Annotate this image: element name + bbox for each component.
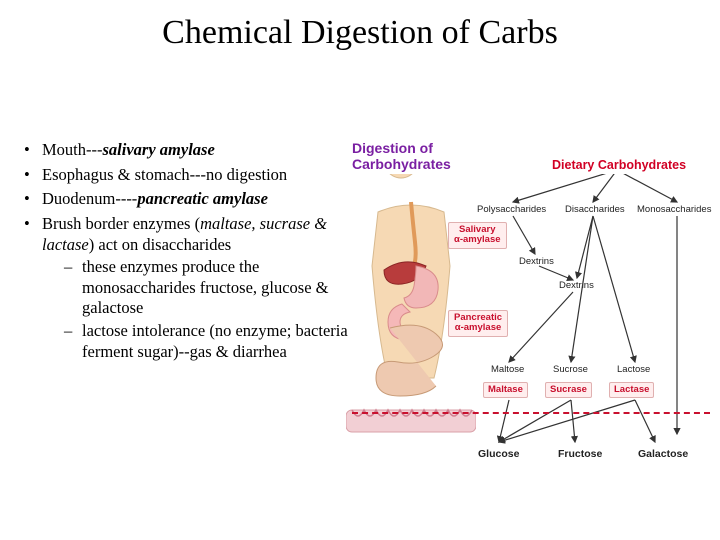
bullet-esophagus: Esophagus & stomach---no digestion [24, 165, 354, 186]
bullet-text: Mouth--- [42, 140, 103, 159]
bullet-text: Esophagus & stomach---no digestion [42, 165, 287, 184]
diagram-title-l1: Digestion of [352, 140, 433, 156]
bullet-text: ) act on disaccharides [89, 235, 231, 254]
product-galactose: Galactose [638, 448, 688, 460]
diagram-title: Digestion of Carbohydrates [352, 140, 451, 172]
bullet-em: pancreatic amylase [137, 189, 268, 208]
bullet-duodenum: Duodenum----pancreatic amylase [24, 189, 354, 210]
product-glucose: Glucose [478, 448, 519, 460]
body-icon [346, 174, 476, 434]
bullet-list: Mouth---salivary amylase Esophagus & sto… [24, 140, 354, 366]
bullet-brush-border: Brush border enzymes (maltase, sucrase &… [24, 214, 354, 362]
bullet-text: lactose intolerance (no enzyme; bacteria… [82, 321, 348, 361]
bullet-mouth: Mouth---salivary amylase [24, 140, 354, 161]
flow-arrows-icon [477, 174, 709, 494]
bullet-text: Brush border enzymes ( [42, 214, 200, 233]
product-fructose: Fructose [558, 448, 602, 460]
bullet-em: salivary amylase [103, 140, 215, 159]
diagram-panel: Digestion of Carbohydrates Dietary Carbo… [352, 140, 710, 510]
bullet-text: these enzymes produce the monosaccharide… [82, 257, 329, 317]
dietary-label: Dietary Carbohydrates [552, 158, 686, 172]
dashed-line [352, 412, 710, 414]
bullet-text: Duodenum---- [42, 189, 137, 208]
flow-chart: Polysaccharides Disaccharides Monosaccha… [477, 174, 709, 494]
page-title: Chemical Digestion of Carbs [0, 0, 720, 52]
sub-bullet-lactose: lactose intolerance (no enzyme; bacteria… [64, 321, 354, 362]
sub-bullet-products: these enzymes produce the monosaccharide… [64, 257, 354, 319]
diagram-title-l2: Carbohydrates [352, 156, 451, 172]
